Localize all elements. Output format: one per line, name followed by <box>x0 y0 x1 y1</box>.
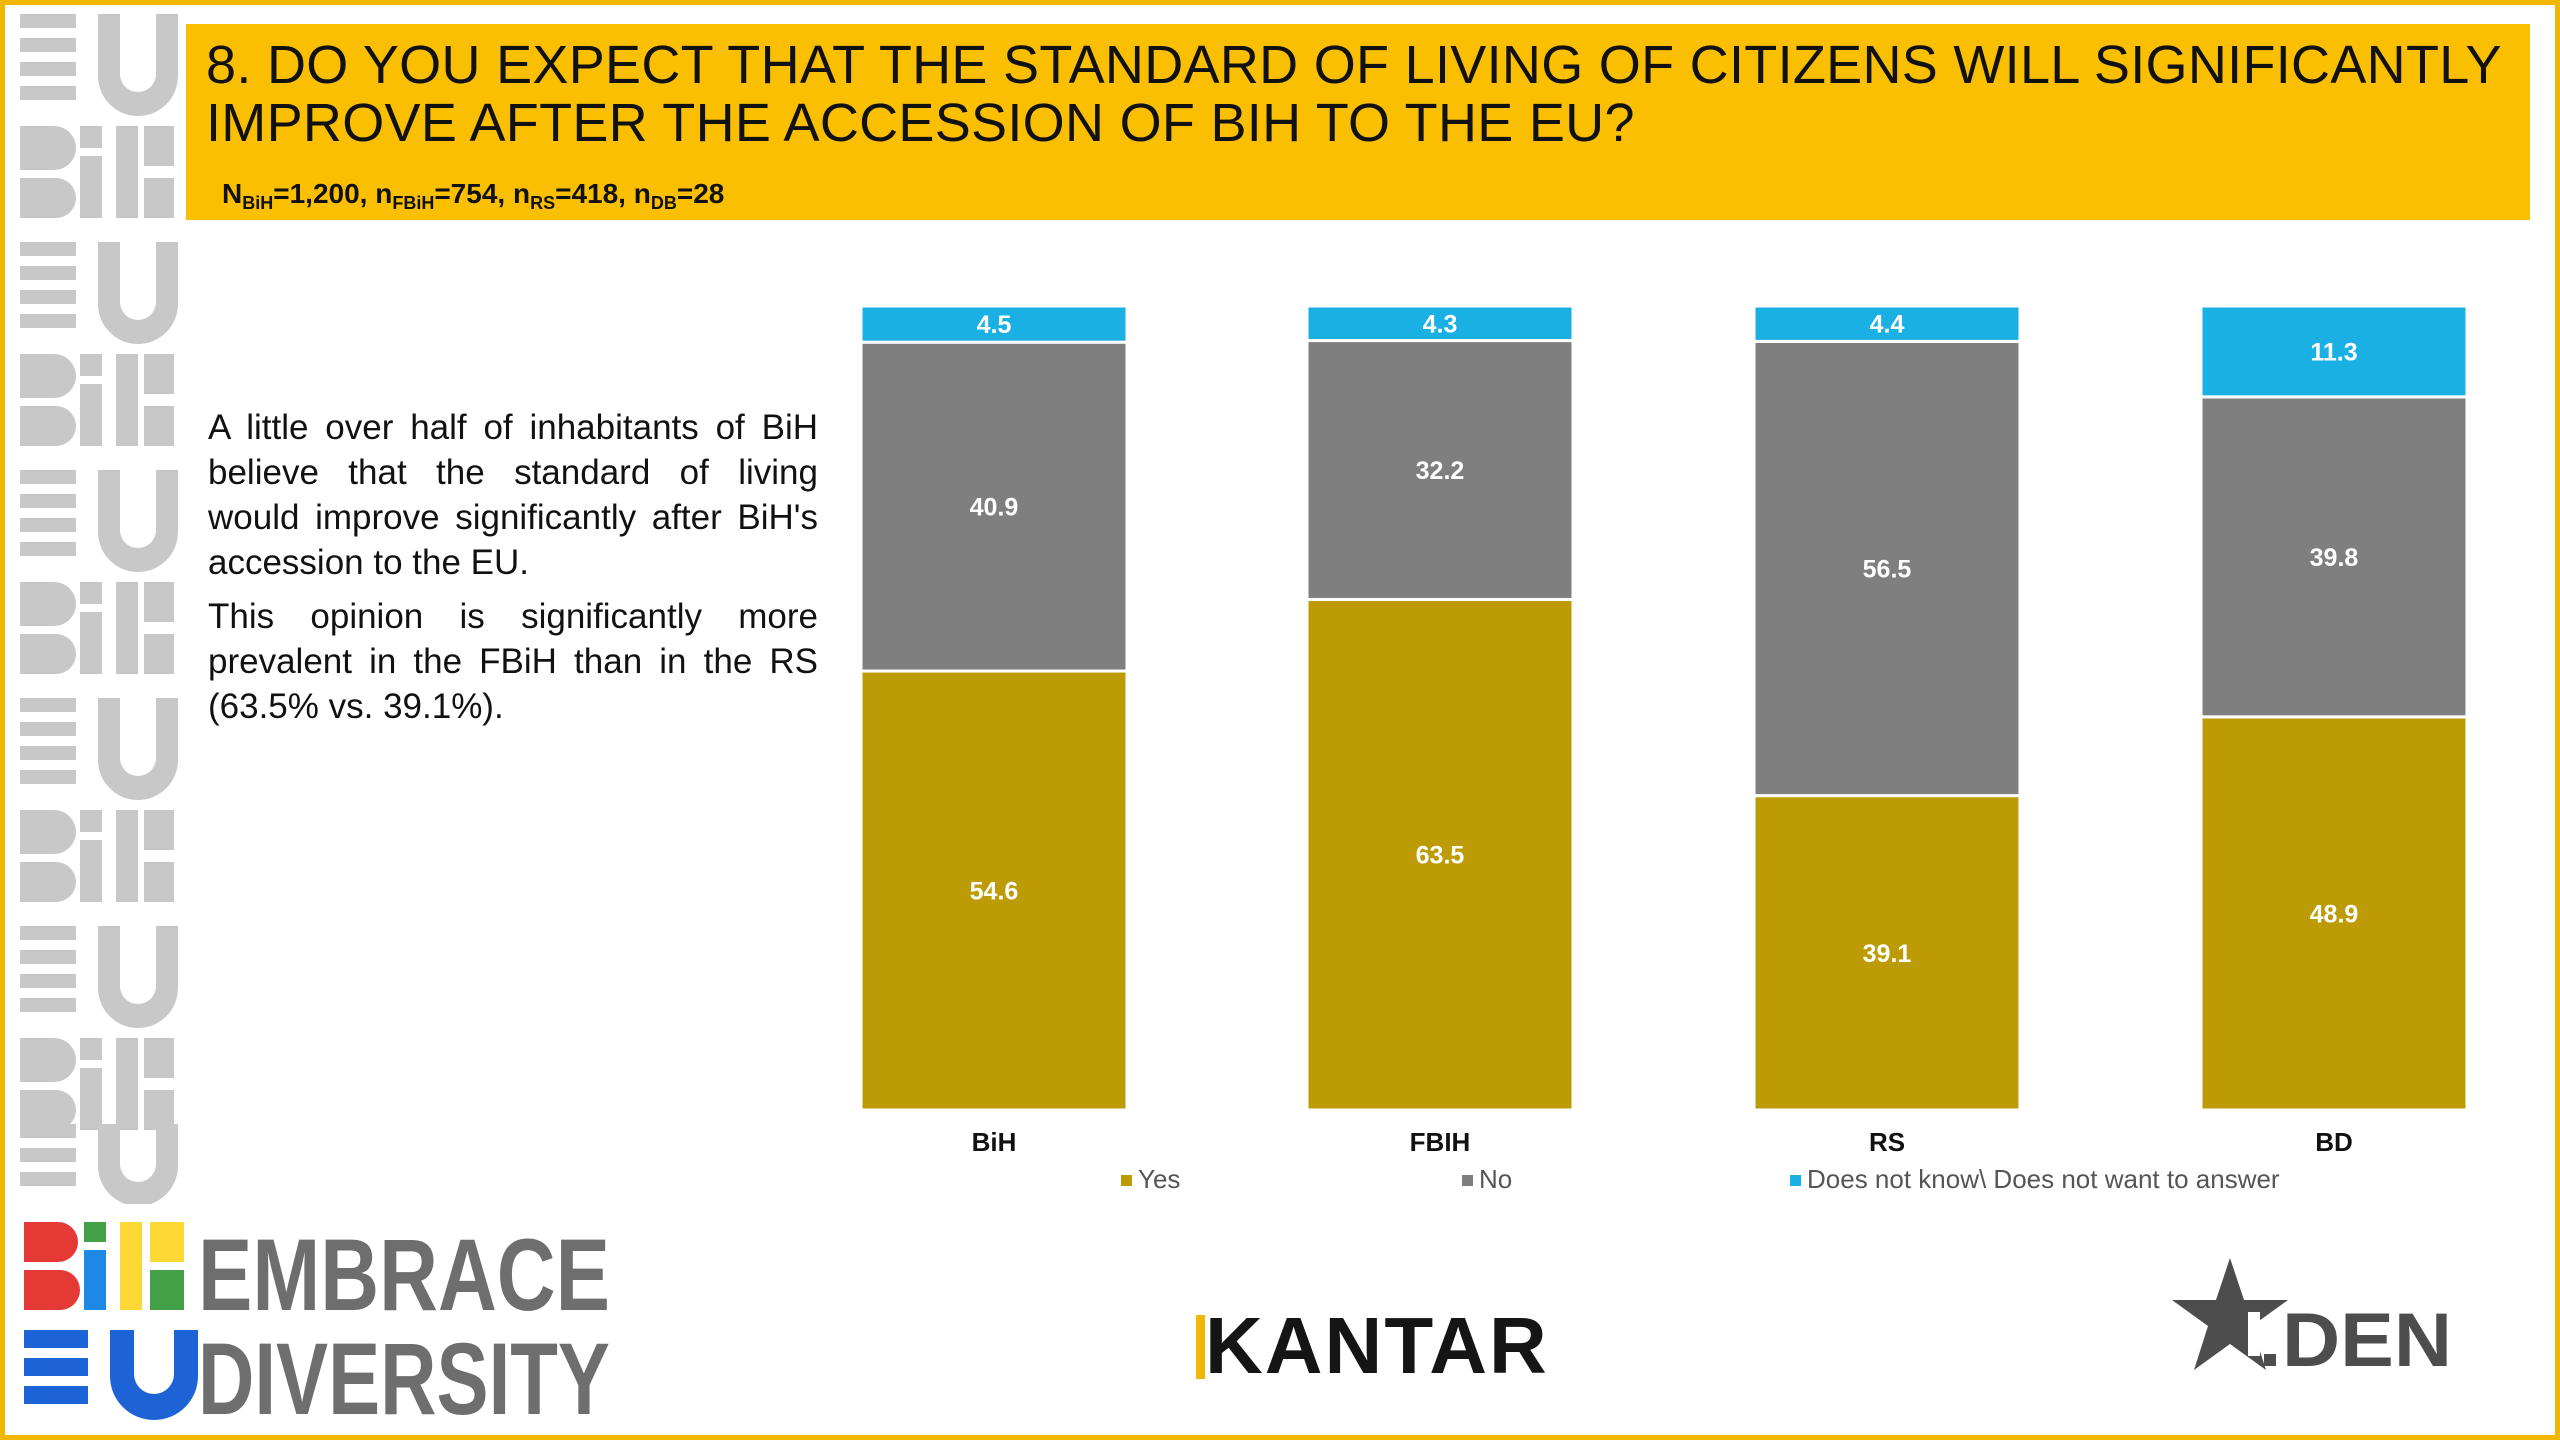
bar-segment-bd-does <box>2199 304 2469 399</box>
legend-label: Yes <box>1138 1164 1181 1194</box>
diversity-text: DIVERSITY <box>198 1322 610 1428</box>
bar-segment-bih-does <box>859 304 1129 344</box>
sample-value-0: =1,200, <box>273 178 376 209</box>
bar-segment-rs-no <box>1752 339 2022 798</box>
decorative-letter-strip <box>20 14 178 1204</box>
data-label-bd-no: 39.8 <box>2310 544 2359 572</box>
kantar-wordmark: KANTAR <box>1205 1301 1549 1390</box>
sample-value-1: =754, <box>434 178 513 209</box>
bih-eu-logo-mark <box>24 1222 198 1420</box>
legend-swatch <box>1790 1175 1801 1186</box>
embrace-diversity-logo: EMBRACE DIVERSITY <box>24 1218 610 1428</box>
legend-label: Does not know\ Does not want to answer <box>1807 1164 2280 1194</box>
bar-segment-fbih-yes <box>1305 597 1575 1112</box>
data-label-bd-does: 11.3 <box>2310 338 2357 366</box>
bar-segment-fbih-does <box>1305 304 1575 343</box>
category-label-fbih: FBIH <box>1410 1127 1471 1157</box>
data-label-bd-yes: 48.9 <box>2310 900 2359 928</box>
bar-segment-bih-yes <box>859 669 1129 1112</box>
sample-base-3: n <box>633 178 651 209</box>
legend-item-no: No <box>1462 1164 1512 1195</box>
den-logo: DEN <box>2172 1258 2452 1380</box>
data-label-bih-yes: 54.6 <box>970 878 1019 906</box>
sample-subscript-1: FBiH <box>392 193 435 213</box>
data-label-rs-no: 56.5 <box>1863 556 1912 584</box>
legend-item-yes: Yes <box>1121 1164 1180 1195</box>
category-label-bih: BiH <box>972 1127 1017 1157</box>
category-label-bd: BD <box>2315 1127 2353 1157</box>
bar-segment-bd-no <box>2199 395 2469 719</box>
commentary-paragraph-2: This opinion is significantly more preva… <box>208 597 818 726</box>
legend-swatch <box>1462 1175 1473 1186</box>
sample-base-0: N <box>222 178 243 209</box>
den-wordmark: DEN <box>2282 1298 2452 1380</box>
sample-subscript-3: DB <box>650 193 677 213</box>
title-banner: 8. DO YOU EXPECT THAT THE STANDARD OF LI… <box>186 24 2530 220</box>
kantar-logo: KANTAR <box>1196 1300 1549 1392</box>
data-label-fbih-does: 4.3 <box>1423 310 1458 338</box>
question-title: 8. DO YOU EXPECT THAT THE STANDARD OF LI… <box>206 35 2501 153</box>
sample-value-3: =28 <box>676 178 725 209</box>
data-label-rs-yes: 39.1 <box>1863 940 1912 968</box>
legend-label: No <box>1479 1164 1513 1194</box>
data-label-bih-does: 4.5 <box>977 311 1012 339</box>
sample-size: NBiH=1,200, nFBiH=754, nRS=418, nDB=28 <box>222 178 724 214</box>
sample-subscript-2: RS <box>530 193 556 213</box>
commentary-paragraph-1: A little over half of inhabitants of BiH… <box>208 408 818 582</box>
legend-swatch <box>1121 1175 1132 1186</box>
sample-base-1: n <box>375 178 393 209</box>
legend-item-does: Does not know\ Does not want to answer <box>1790 1164 2280 1195</box>
star-mark-icon <box>2172 1258 2288 1370</box>
data-label-bih-no: 40.9 <box>970 494 1019 522</box>
bar-segment-bd-yes <box>2199 715 2469 1112</box>
commentary: A little over half of inhabitants of BiH… <box>208 405 818 738</box>
bar-segment-bih-no <box>859 340 1129 673</box>
sample-subscript-0: BiH <box>242 193 274 213</box>
bar-segment-rs-does <box>1752 304 2022 343</box>
bar-segment-fbih-no <box>1305 339 1575 601</box>
data-label-fbih-no: 32.2 <box>1416 457 1465 485</box>
category-label-rs: RS <box>1869 1127 1905 1157</box>
data-label-rs-does: 4.4 <box>1870 311 1905 339</box>
sample-base-2: n <box>512 178 531 209</box>
data-label-fbih-yes: 63.5 <box>1416 842 1465 870</box>
embrace-text: EMBRACE <box>198 1218 610 1332</box>
bar-segment-rs-yes <box>1752 794 2022 1112</box>
sample-value-2: =418, <box>555 178 634 209</box>
kantar-accent-bar <box>1196 1315 1205 1379</box>
